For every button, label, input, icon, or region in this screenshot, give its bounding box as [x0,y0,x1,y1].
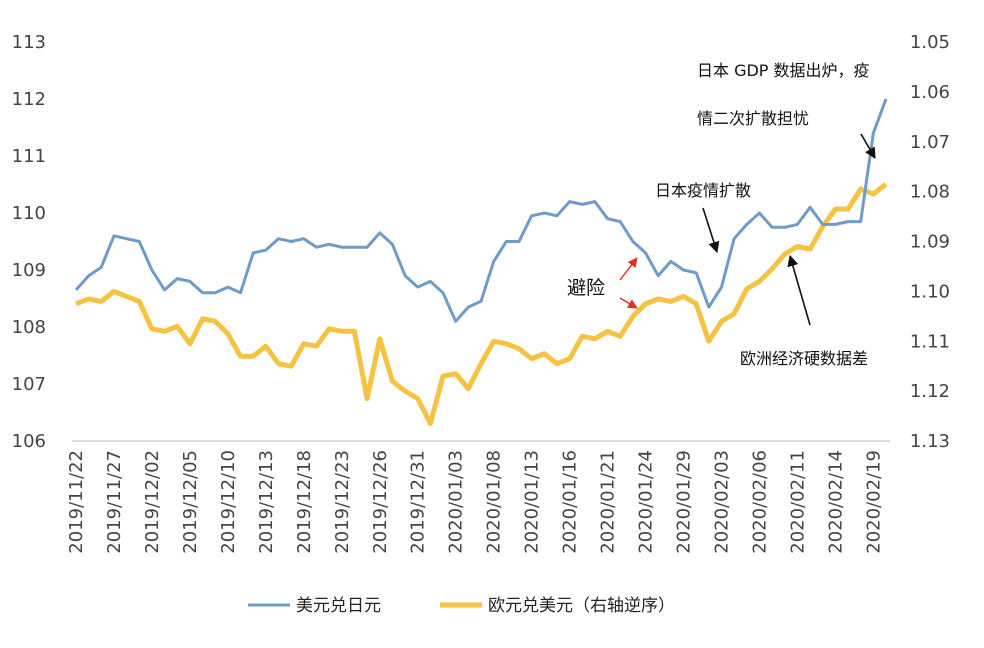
x-tick-label: 2020/02/03 [711,450,732,554]
annotation: 欧洲经济硬数据差 [740,349,868,368]
y-tick-label: 107 [12,374,46,395]
x-tick-label: 2020/01/24 [636,450,657,554]
annotation: 日本 GDP 数据出炉，疫 [697,61,870,80]
y2-tick-label: 1.11 [910,331,950,352]
annotation: 情二次扩散担忧 [697,109,809,128]
x-tick-label: 2020/01/08 [484,450,505,554]
x-tick-label: 2020/01/03 [446,450,467,554]
y2-tick-label: 1.08 [910,182,950,203]
y-tick-label: 110 [12,203,46,224]
y-tick-label: 108 [12,317,46,338]
x-tick-label: 2019/12/23 [332,450,353,554]
y2-tick-label: 1.13 [910,431,950,452]
arrow [787,254,811,326]
x-tick-label: 2019/12/13 [256,450,277,554]
x-tick-label: 2020/01/13 [522,450,543,554]
y2-tick-label: 1.05 [910,32,950,53]
x-tick-label: 2020/01/21 [598,450,619,554]
x-tick-label: 2019/12/31 [408,450,429,554]
data-line [74,98,888,323]
x-tick-label: 2019/11/27 [104,450,125,554]
x-tick-label: 2019/12/10 [218,450,239,554]
y2-tick-label: 1.07 [910,132,950,153]
x-tick-label: 2019/12/02 [142,450,163,554]
x-tick-label: 2020/02/06 [749,450,770,554]
data-line [75,182,888,426]
legend-label: 欧元兑美元（右轴逆序） [488,596,675,616]
arrow [619,257,638,281]
y-tick-label: 111 [12,146,46,167]
x-tick-label: 2019/12/26 [370,450,391,554]
y-tick-label: 106 [12,431,46,452]
x-tick-label: 2020/02/19 [863,450,884,554]
arrow [619,297,638,309]
annotation: 日本疫情扩散 [655,181,751,200]
x-tick-label: 2019/12/18 [294,450,315,554]
x-tick-label: 2020/02/14 [825,450,846,554]
y2-tick-label: 1.12 [910,381,950,402]
x-tick-label: 2019/12/05 [180,450,201,554]
legend-label: 美元兑日元 [296,596,381,616]
x-tick-label: 2020/02/11 [787,450,808,554]
y-tick-label: 113 [12,32,46,53]
x-tick-label: 2019/11/22 [66,450,87,554]
annotation: 避险 [567,277,605,299]
x-tick-label: 2020/01/16 [560,450,581,554]
arrow [860,133,876,159]
y-tick-label: 112 [12,89,46,110]
y2-tick-label: 1.06 [910,82,950,103]
y2-tick-label: 1.10 [910,281,950,302]
x-tick-label: 2020/01/29 [674,450,695,554]
arrow [702,207,720,254]
y2-tick-label: 1.09 [910,232,950,253]
y-tick-label: 109 [12,260,46,281]
